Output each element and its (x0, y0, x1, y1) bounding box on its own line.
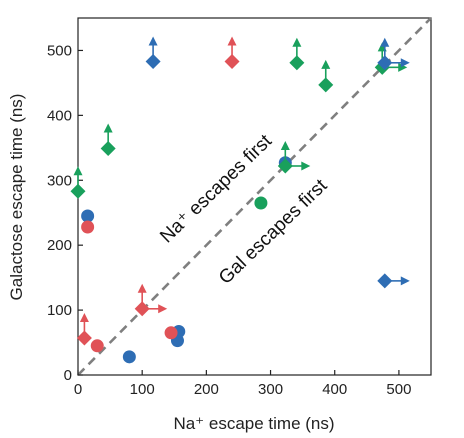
data-point (164, 326, 178, 340)
region-label-gal-first: Gal escapes first (215, 175, 332, 289)
y-axis-label: Galactose escape time (ns) (7, 94, 26, 301)
data-point (81, 209, 95, 223)
data-point-diamond (76, 330, 92, 346)
data-point-diamond (277, 158, 293, 174)
arrow-up-head (73, 166, 83, 176)
data-point (81, 220, 95, 234)
arrow-up-head (103, 123, 113, 133)
data-point-diamond (145, 53, 161, 69)
data-point-diamond (134, 301, 150, 317)
arrow-right-head (301, 161, 311, 171)
arrow-right-head (398, 62, 408, 72)
x-tick-label: 100 (130, 381, 155, 398)
diagonal-reference-line (77, 17, 432, 376)
arrow-up-head (280, 140, 290, 150)
data-point-diamond (318, 77, 334, 93)
x-tick-label: 400 (322, 381, 347, 398)
data-point-diamond (289, 55, 305, 71)
y-tick-label: 500 (47, 42, 72, 59)
arrow-up-head (227, 36, 237, 46)
x-tick-label: 0 (74, 381, 82, 398)
data-point-diamond (377, 273, 393, 289)
arrow-up-head (137, 283, 147, 293)
x-tick-label: 500 (386, 381, 411, 398)
y-axis-ticks: 0 100 200 300 400 500 (47, 42, 83, 384)
x-axis-label: Na⁺ escape time (ns) (173, 414, 334, 433)
arrow-up-head (321, 59, 331, 69)
data-point-diamond (70, 183, 86, 199)
data-point-diamond (100, 140, 116, 156)
y-tick-label: 200 (47, 237, 72, 254)
region-label-na-first: Na⁺ escapes first (156, 130, 276, 247)
data-point-diamond (224, 53, 240, 69)
data-point (90, 339, 104, 353)
x-axis-ticks: 0 100 200 300 400 500 (74, 370, 411, 398)
arrow-right-head (158, 304, 168, 314)
x-tick-label: 200 (194, 381, 219, 398)
data-point (254, 196, 268, 210)
y-tick-label: 100 (47, 302, 72, 319)
arrow-up-head (79, 313, 89, 323)
data-point-diamond (377, 55, 393, 71)
arrow-up-head (292, 37, 302, 47)
arrow-right-head (400, 276, 410, 286)
data-point (122, 350, 136, 364)
y-tick-label: 0 (64, 367, 72, 384)
arrow-up-head (148, 36, 158, 46)
y-tick-label: 300 (47, 172, 72, 189)
x-tick-label: 300 (258, 381, 283, 398)
y-tick-label: 400 (47, 107, 72, 124)
data-points (70, 36, 410, 364)
arrow-right-head (400, 58, 410, 68)
arrow-up-head (380, 37, 390, 47)
